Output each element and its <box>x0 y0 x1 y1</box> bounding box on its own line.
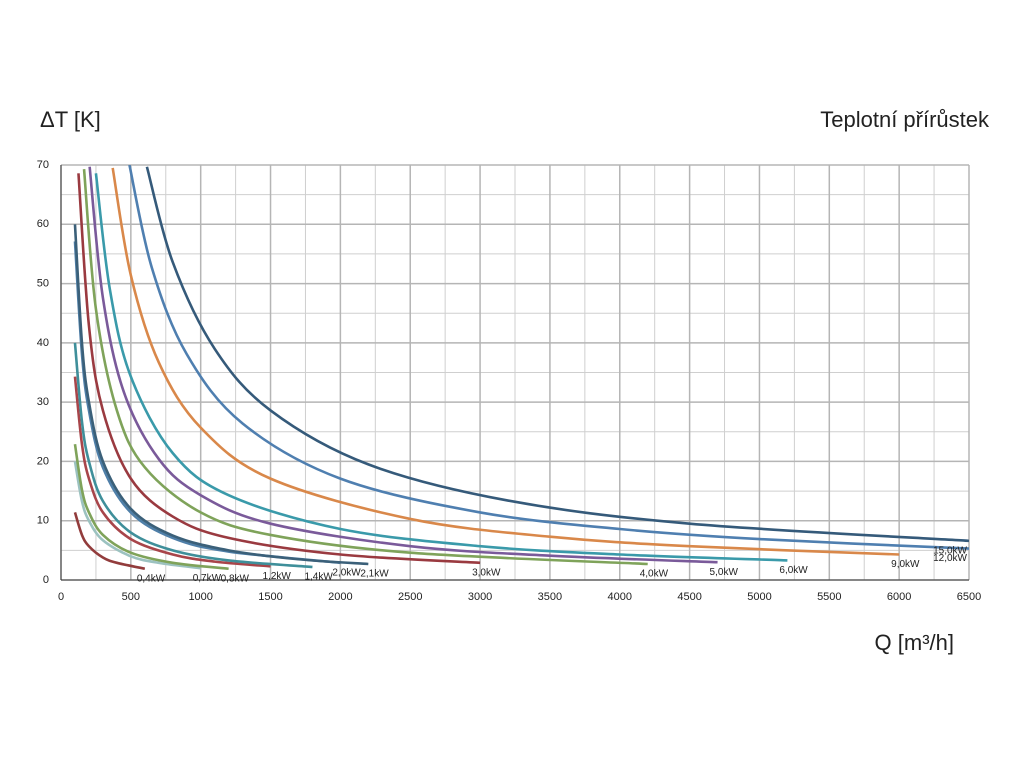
x-tick-label: 3000 <box>468 591 492 603</box>
series-label: 0,7kW <box>193 573 222 584</box>
y-axis-label: ΔT [K] <box>40 107 101 132</box>
x-tick-label: 6500 <box>957 591 981 603</box>
x-tick-label: 6000 <box>887 591 911 603</box>
series-label: 5,0kW <box>710 567 739 578</box>
y-tick-label: 10 <box>37 515 49 527</box>
x-axis-label: Q [m³/h] <box>875 630 954 655</box>
series-line <box>73 444 229 571</box>
series-line <box>111 167 900 556</box>
series-label: 0,8kW <box>221 573 250 584</box>
series-label: 3,0kW <box>472 567 501 578</box>
series-line <box>73 512 146 571</box>
y-tick-label: 70 <box>37 159 49 171</box>
series-label: 2,0kW <box>332 567 361 578</box>
series-line <box>94 173 788 562</box>
series-label: 1,2kW <box>263 571 292 582</box>
y-tick-label: 30 <box>37 396 49 408</box>
x-tick-label: 3500 <box>538 591 562 603</box>
y-tick-label: 50 <box>37 277 49 289</box>
x-tick-label: 5500 <box>817 591 841 603</box>
x-tick-label: 1500 <box>258 591 282 603</box>
x-tick-label: 2000 <box>328 591 352 603</box>
x-tick-label: 2500 <box>398 591 422 603</box>
series-line <box>88 166 718 564</box>
chart-title: Teplotní přírůstek <box>820 107 990 132</box>
series-label: 9,0kW <box>891 559 920 570</box>
series-line <box>128 165 969 550</box>
series-line <box>73 376 271 568</box>
x-tick-label: 500 <box>122 591 140 603</box>
series-label: 4,0kW <box>640 569 669 580</box>
series-line <box>82 169 648 566</box>
series-label: 2,1kW <box>360 569 389 580</box>
x-tick-label: 4000 <box>608 591 632 603</box>
series-label: 15,0kW <box>933 546 967 557</box>
series-label: 12,0kW <box>933 553 967 564</box>
x-tick-label: 1000 <box>188 591 212 603</box>
series-label: 6,0kW <box>779 565 808 576</box>
x-tick-label: 0 <box>58 591 64 603</box>
series-label: 0,4kW <box>137 573 166 584</box>
x-tick-label: 5000 <box>747 591 771 603</box>
series-label: 1,4kW <box>304 572 333 583</box>
y-tick-label: 60 <box>37 218 49 230</box>
y-tick-label: 40 <box>37 337 49 349</box>
series-line <box>145 166 969 543</box>
y-tick-label: 0 <box>43 574 49 586</box>
x-tick-label: 4500 <box>677 591 701 603</box>
series-line <box>77 173 481 565</box>
y-tick-label: 20 <box>37 455 49 467</box>
series-line <box>73 224 369 566</box>
series-line <box>73 461 201 570</box>
series-line <box>73 342 313 569</box>
